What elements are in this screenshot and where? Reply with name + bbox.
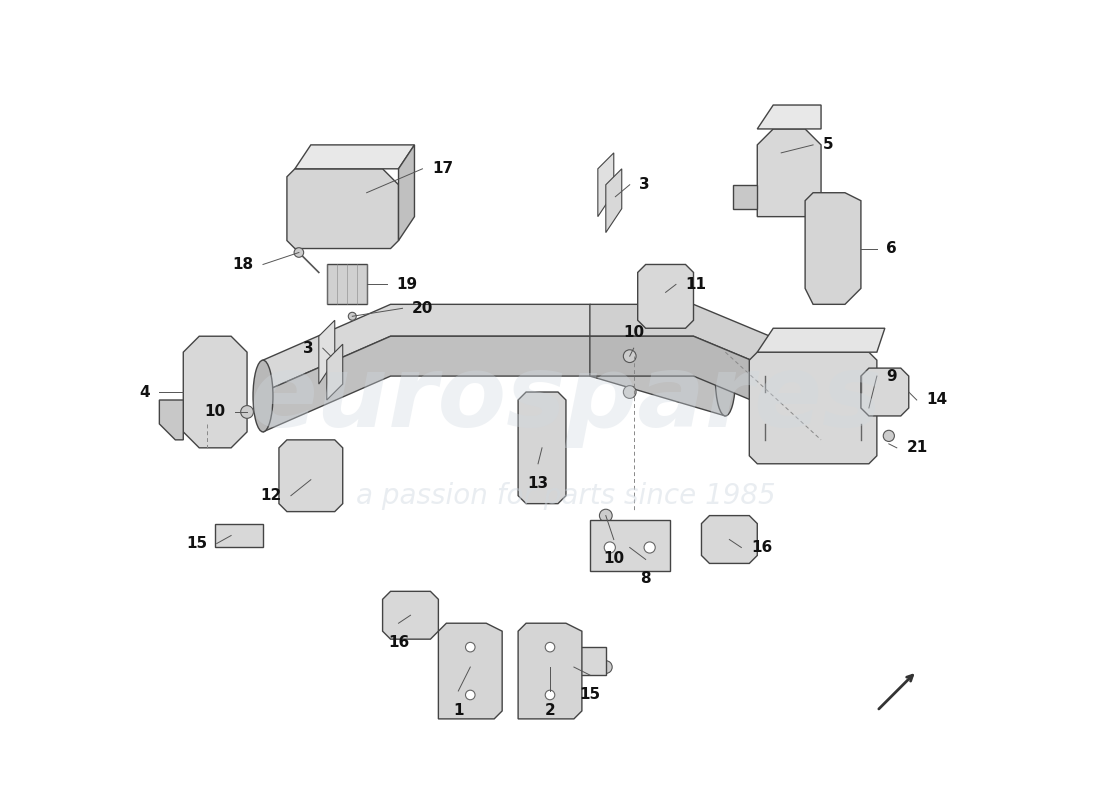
Circle shape bbox=[465, 642, 475, 652]
Polygon shape bbox=[757, 129, 821, 217]
Polygon shape bbox=[439, 623, 503, 719]
Circle shape bbox=[465, 690, 475, 700]
Circle shape bbox=[546, 690, 554, 700]
Text: 9: 9 bbox=[887, 369, 898, 383]
Circle shape bbox=[294, 248, 304, 258]
Polygon shape bbox=[383, 591, 439, 639]
Text: 10: 10 bbox=[603, 551, 625, 566]
Polygon shape bbox=[263, 336, 725, 432]
Polygon shape bbox=[805, 193, 861, 304]
Polygon shape bbox=[518, 623, 582, 719]
Polygon shape bbox=[597, 153, 614, 217]
Text: 13: 13 bbox=[528, 476, 549, 490]
Circle shape bbox=[600, 661, 613, 674]
Circle shape bbox=[645, 542, 656, 553]
Circle shape bbox=[883, 430, 894, 442]
Text: 16: 16 bbox=[751, 540, 772, 555]
Text: 17: 17 bbox=[432, 162, 453, 176]
Polygon shape bbox=[757, 105, 821, 129]
Polygon shape bbox=[590, 304, 789, 376]
Text: 14: 14 bbox=[926, 393, 947, 407]
Text: 15: 15 bbox=[186, 536, 207, 551]
Text: 18: 18 bbox=[232, 257, 253, 272]
Text: 12: 12 bbox=[260, 488, 282, 503]
Text: 8: 8 bbox=[640, 571, 651, 586]
Polygon shape bbox=[184, 336, 248, 448]
Text: 4: 4 bbox=[140, 385, 150, 399]
Polygon shape bbox=[216, 523, 263, 547]
Polygon shape bbox=[702, 515, 757, 563]
Text: 2: 2 bbox=[544, 703, 556, 718]
Text: 10: 10 bbox=[205, 405, 225, 419]
Text: 11: 11 bbox=[685, 277, 706, 292]
Polygon shape bbox=[263, 304, 725, 392]
Text: 6: 6 bbox=[887, 241, 898, 256]
Text: 15: 15 bbox=[580, 687, 601, 702]
Polygon shape bbox=[319, 320, 334, 384]
Text: 3: 3 bbox=[639, 178, 650, 192]
Text: 10: 10 bbox=[623, 326, 645, 340]
Circle shape bbox=[546, 642, 554, 652]
Circle shape bbox=[241, 406, 253, 418]
Polygon shape bbox=[550, 647, 606, 675]
Polygon shape bbox=[606, 169, 621, 233]
Polygon shape bbox=[160, 400, 184, 440]
Polygon shape bbox=[327, 344, 343, 400]
Circle shape bbox=[349, 312, 356, 320]
Polygon shape bbox=[590, 519, 670, 571]
Text: 16: 16 bbox=[388, 635, 409, 650]
Text: 3: 3 bbox=[302, 341, 313, 356]
Polygon shape bbox=[749, 352, 877, 464]
Text: eurospares: eurospares bbox=[250, 351, 882, 449]
Polygon shape bbox=[861, 368, 909, 416]
Circle shape bbox=[600, 510, 613, 522]
Polygon shape bbox=[757, 328, 884, 352]
Text: 20: 20 bbox=[412, 301, 433, 316]
Polygon shape bbox=[518, 392, 565, 504]
Ellipse shape bbox=[715, 344, 736, 416]
Text: a passion for parts since 1985: a passion for parts since 1985 bbox=[356, 482, 776, 510]
Polygon shape bbox=[734, 185, 757, 209]
Polygon shape bbox=[279, 440, 343, 512]
Text: 19: 19 bbox=[396, 277, 417, 292]
Circle shape bbox=[624, 350, 636, 362]
Polygon shape bbox=[295, 145, 415, 169]
Polygon shape bbox=[398, 145, 415, 241]
Text: 5: 5 bbox=[823, 138, 834, 152]
Text: 21: 21 bbox=[906, 440, 927, 455]
Polygon shape bbox=[327, 265, 366, 304]
Text: 1: 1 bbox=[453, 703, 463, 718]
Polygon shape bbox=[590, 336, 789, 416]
Polygon shape bbox=[287, 169, 398, 249]
Circle shape bbox=[604, 542, 615, 553]
Circle shape bbox=[624, 386, 636, 398]
Polygon shape bbox=[638, 265, 693, 328]
Ellipse shape bbox=[253, 360, 273, 432]
